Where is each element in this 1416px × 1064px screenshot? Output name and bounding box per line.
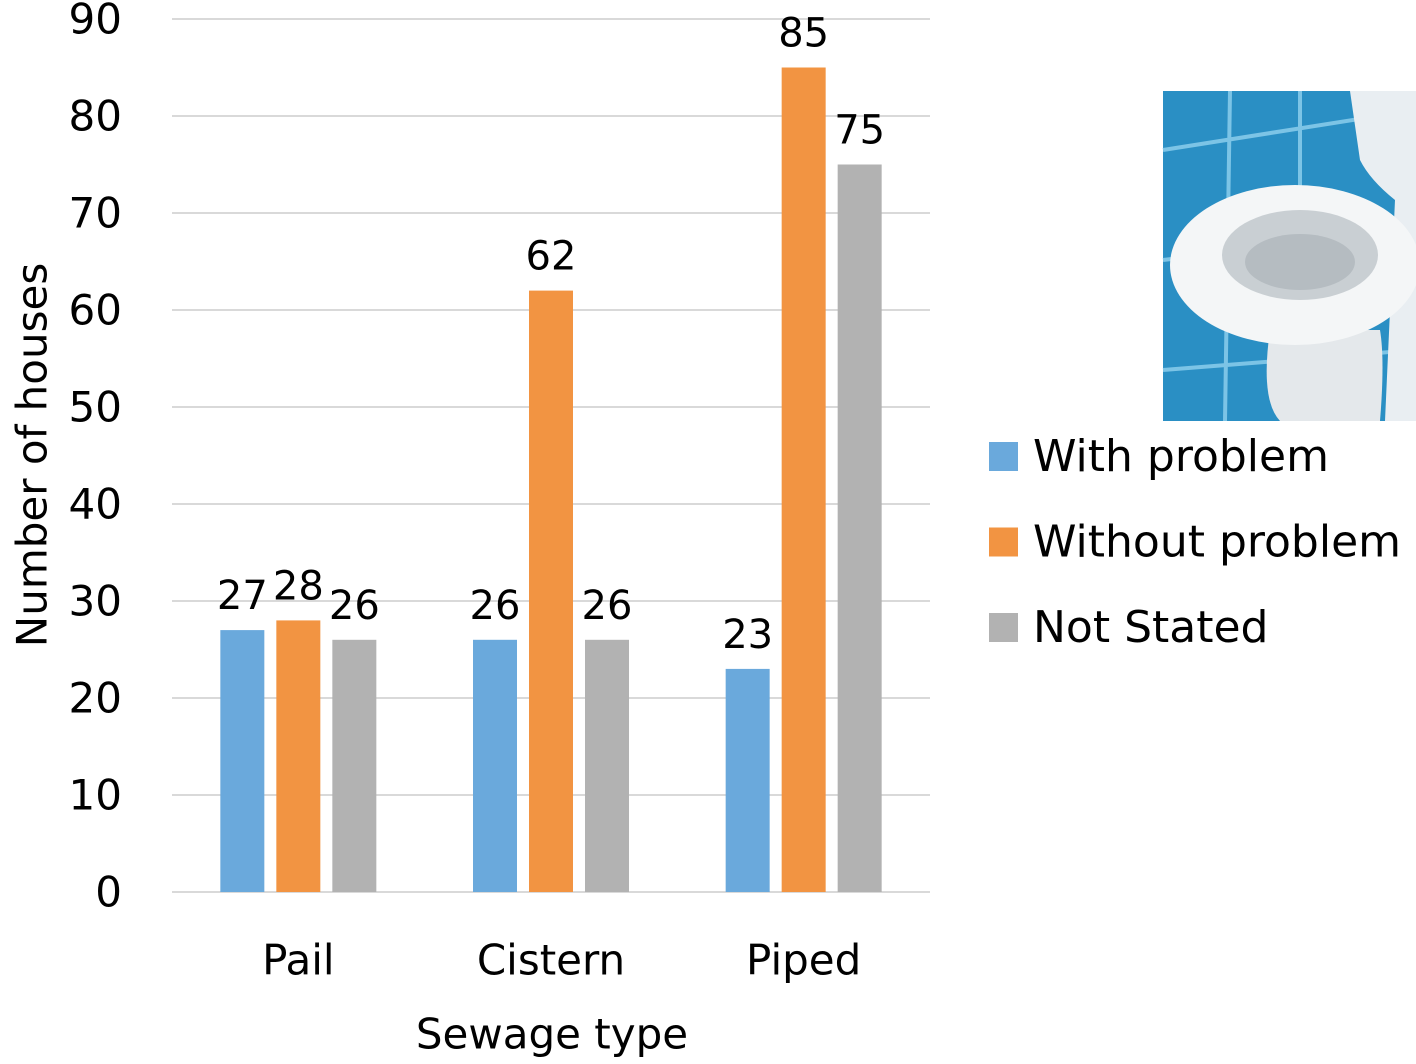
data-label: 26 [329, 583, 380, 629]
bar [332, 639, 377, 892]
data-label: 23 [722, 612, 773, 658]
data-label: 85 [778, 11, 829, 57]
legend-swatch [989, 442, 1018, 471]
y-axis-title: Number of houses [8, 263, 57, 647]
toilet-photo [1162, 90, 1416, 422]
y-tick-label: 40 [69, 480, 122, 529]
data-label: 28 [273, 563, 324, 609]
y-tick-label: 50 [69, 383, 122, 432]
bar [781, 67, 826, 892]
legend-label: Not Stated [1033, 602, 1268, 653]
y-tick-label: 60 [69, 286, 122, 335]
bar [585, 639, 629, 892]
y-tick-label: 10 [69, 771, 122, 820]
legend-label: Without problem [1033, 517, 1401, 568]
legend-swatch [989, 613, 1018, 642]
x-tick-label: Piped [746, 936, 861, 985]
data-label: 75 [834, 108, 885, 154]
y-tick-label: 90 [69, 0, 122, 44]
y-tick-label: 20 [69, 674, 122, 723]
bar [529, 290, 573, 893]
bar [276, 620, 321, 892]
data-label: 26 [582, 583, 633, 629]
data-label: 62 [526, 234, 577, 280]
bar [473, 639, 517, 892]
data-label: 26 [470, 583, 521, 629]
y-tick-label: 30 [69, 577, 122, 626]
y-tick-label: 80 [69, 92, 122, 141]
data-label: 27 [217, 573, 268, 619]
legend-label: With problem [1033, 431, 1329, 482]
y-tick-label: 0 [95, 868, 122, 917]
x-axis-title: Sewage type [416, 1010, 688, 1059]
bar [725, 668, 770, 892]
x-tick-label: Pail [262, 936, 335, 985]
x-tick-label: Cistern [477, 936, 625, 985]
legend-swatch [989, 527, 1018, 557]
y-tick-label: 70 [69, 189, 122, 238]
bar [837, 164, 882, 892]
bar [220, 630, 265, 892]
